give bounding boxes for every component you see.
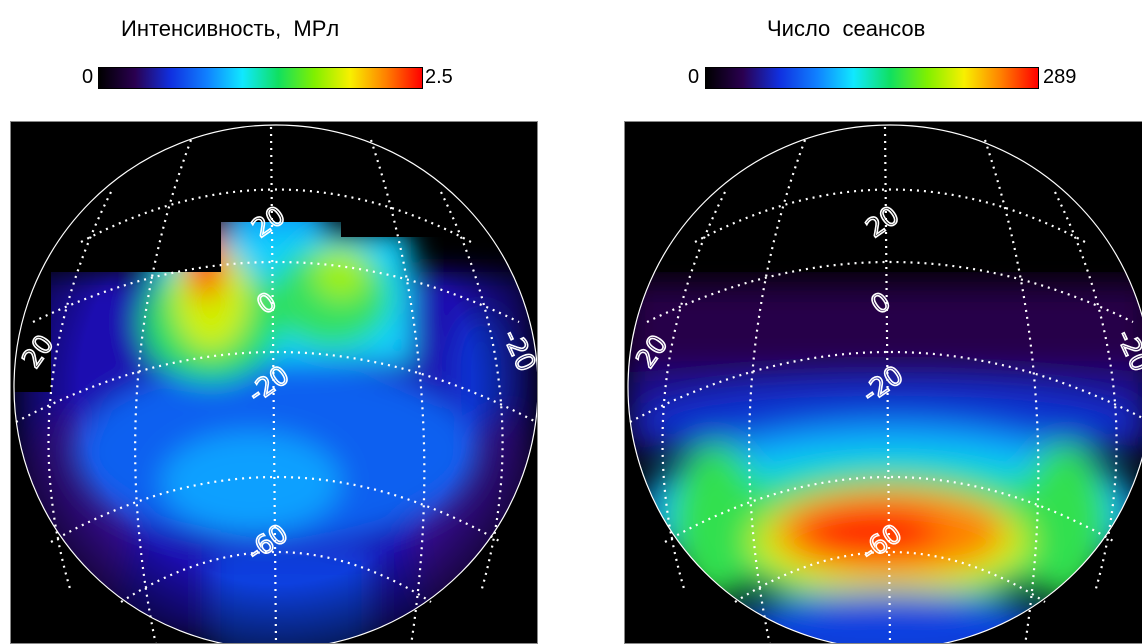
sessions-panel: Число сеансов 0 289 [571, 0, 1142, 644]
colorbar-min-label: 0 [688, 66, 700, 88]
panel-title: Число сеансов [767, 16, 926, 41]
colorbar-max-label: 2.5 [425, 66, 453, 88]
globe-svg: 20 0 -20 -60 20 -20 [627, 124, 1142, 643]
intensity-panel: Интенсивность, МРл 0 2.5 [10, 16, 538, 644]
globe-map: 20 0 -20 -60 20 -20 [624, 121, 1142, 644]
graticule [15, 126, 537, 643]
globe-map: 20 0 -20 -60 20 -20 [10, 121, 538, 644]
colorbar-min-label: 0 [82, 66, 94, 88]
colorbar [98, 67, 423, 89]
colorbar [705, 67, 1039, 89]
panel-title: Интенсивность, МРл [121, 16, 340, 41]
globe-svg: 20 0 -20 -60 20 -20 [13, 124, 537, 643]
graticule [629, 126, 1142, 643]
colorbar-max-label: 289 [1043, 66, 1077, 88]
